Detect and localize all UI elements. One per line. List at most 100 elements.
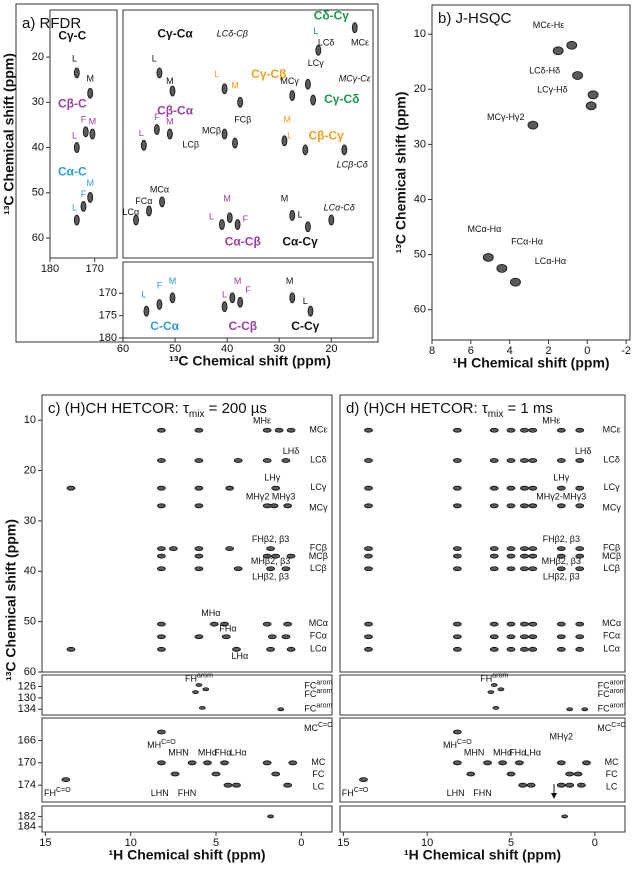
label-text: LHα — [232, 651, 249, 661]
peak-label: LCγ — [308, 58, 325, 68]
label-text: FCβ — [310, 543, 327, 553]
peak — [271, 553, 281, 559]
y-tick-label: 166 — [18, 734, 36, 746]
peak — [146, 205, 152, 217]
peak — [221, 634, 231, 640]
peak — [66, 485, 76, 491]
title-part: d) (H)CH HETCOR: τ — [346, 400, 488, 417]
peak-label: MCγ-Hγ2 — [487, 112, 525, 122]
label-text: LCγ-Hδ — [537, 85, 568, 95]
peak-label: M — [286, 276, 294, 286]
plot-frame — [41, 674, 333, 716]
label-text: L — [222, 290, 227, 300]
peak — [168, 546, 178, 552]
label-text: MHβ2, β3 — [542, 557, 581, 567]
peak — [156, 67, 163, 79]
peak — [267, 634, 277, 640]
label-text: L — [303, 297, 308, 307]
peak — [157, 566, 166, 572]
label-text: M — [223, 194, 231, 204]
peak — [528, 485, 538, 491]
label-text: MHα — [493, 748, 512, 758]
peak-label: MC — [311, 757, 325, 767]
title-part: mix — [488, 409, 504, 420]
peak-label: MHγ2-MHγ3 — [536, 492, 586, 502]
peak — [283, 782, 293, 788]
label-text: LCα — [310, 644, 327, 654]
peak — [520, 566, 529, 572]
label-text: Cδ-Cγ — [314, 9, 350, 23]
peak-label: MHγ2 MHγ3 — [246, 492, 296, 502]
peak-label: Cα-Cβ — [225, 235, 261, 249]
peak-label: LCγ-Hδ — [537, 85, 568, 95]
peak-label: LCδ — [603, 455, 620, 465]
peak — [221, 301, 228, 313]
peak — [452, 646, 462, 652]
label-text: L — [72, 203, 77, 213]
peak-label: M — [169, 276, 177, 286]
x-tick-label: 170 — [85, 263, 103, 275]
peak — [452, 503, 462, 509]
label-text: FCβ — [603, 543, 620, 553]
peak-label: L — [209, 212, 214, 222]
label-text: L — [287, 131, 292, 141]
label-text: M — [283, 115, 291, 125]
peak-label: MCC=O — [597, 723, 626, 734]
label-text: F — [245, 285, 251, 295]
peak — [506, 771, 516, 777]
peak — [483, 760, 492, 766]
y-tick-label: 60 — [32, 232, 44, 244]
peak-label: FCarom — [598, 688, 626, 699]
peak — [587, 90, 599, 100]
label-text: M — [166, 117, 174, 127]
peak — [170, 771, 180, 777]
peak-label: MHα — [493, 748, 512, 758]
peak — [140, 139, 147, 151]
peak — [506, 646, 516, 652]
peak-label: MHα — [201, 608, 220, 618]
label-text: LHγ — [264, 473, 281, 483]
peak — [452, 634, 462, 640]
peak-label: LCβ-Cδ — [337, 160, 369, 170]
peak — [269, 503, 279, 509]
peak — [87, 191, 94, 203]
label-sup: arom — [610, 703, 626, 710]
label-text: FHN — [473, 789, 492, 799]
plot-frame — [49, 9, 118, 259]
label-sup: arom — [492, 673, 508, 680]
peak — [271, 771, 281, 777]
label-text: MHγ2-MHγ3 — [536, 492, 586, 502]
label-sup: arom — [316, 688, 332, 695]
peak — [489, 621, 499, 627]
label-text: LCδ — [318, 38, 335, 48]
label-text: M — [86, 74, 94, 84]
peak-label: MHε — [253, 416, 271, 426]
peak — [87, 87, 94, 99]
peak-label: FHC=O — [44, 788, 71, 799]
peak-label: LHα — [230, 748, 247, 758]
peak — [492, 705, 500, 710]
y-tick-label: 20 — [414, 83, 426, 95]
peak — [520, 553, 529, 559]
label-text: MCα — [602, 619, 621, 629]
peak — [157, 621, 166, 627]
peak — [489, 427, 499, 433]
label-text: Cα-Cβ — [225, 235, 261, 249]
y-tick-label: 20 — [24, 464, 36, 476]
peak — [520, 621, 529, 627]
peak — [482, 252, 494, 262]
peak — [556, 458, 566, 463]
peak — [573, 771, 583, 777]
label-text: FC — [598, 689, 610, 699]
label-text: F — [157, 281, 163, 291]
peak — [157, 546, 166, 552]
label-text: M — [234, 276, 242, 286]
label-text: FHα — [214, 748, 231, 758]
peak — [281, 458, 291, 463]
plot-frame — [339, 805, 626, 833]
peak-label: L — [298, 210, 303, 220]
peak — [489, 485, 499, 491]
peak — [581, 707, 589, 712]
peak-label: FCα — [603, 631, 620, 641]
label-text: FC — [304, 704, 316, 714]
